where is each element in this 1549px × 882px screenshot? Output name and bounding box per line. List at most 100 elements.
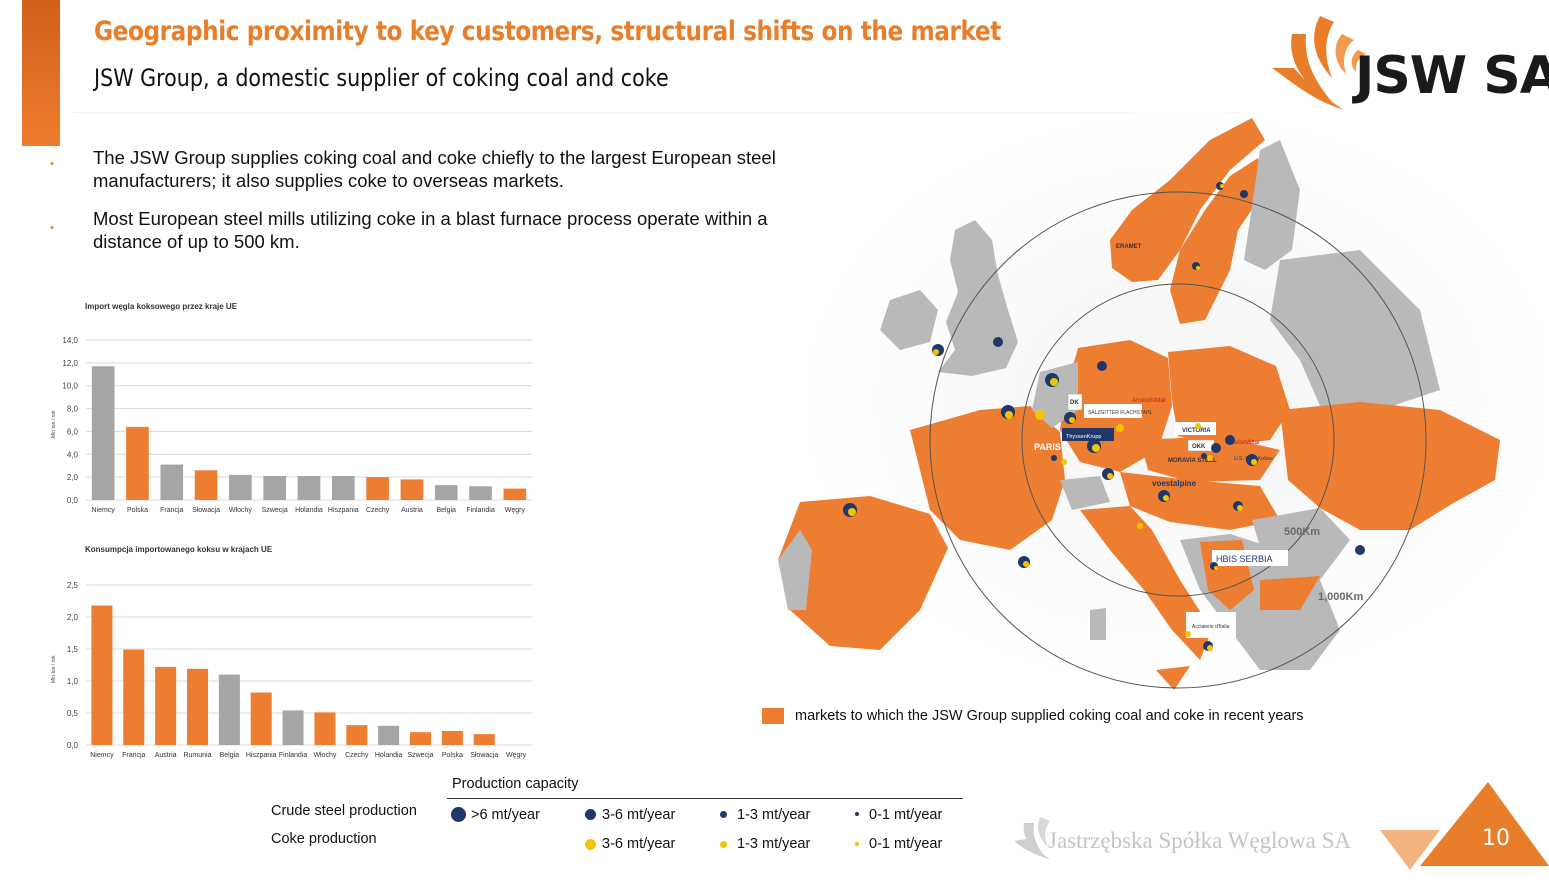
chart2-category-label: Finlandia xyxy=(279,752,308,759)
coke-1-3-marker xyxy=(720,841,727,848)
company-arcelormittal-2: ArcelorMittal xyxy=(1226,440,1259,446)
chart1-category-label: Francja xyxy=(160,507,183,514)
bullet-marker-1: • xyxy=(50,158,54,170)
chart2-category-label: Polska xyxy=(442,752,463,759)
plant-marker xyxy=(1069,417,1075,423)
europe-map: 500Km 1,000Km ERAMET ArcelorMittal SALZG… xyxy=(778,110,1540,690)
chart1-category-label: Czechy xyxy=(366,507,390,514)
chart1-bar xyxy=(91,366,115,500)
map-sardinia xyxy=(1090,608,1106,640)
chart2-bar xyxy=(473,734,495,745)
jsw-logo-icon xyxy=(1272,16,1366,110)
city-paris: PARIS xyxy=(1034,442,1061,452)
production-title: Production capacity xyxy=(452,776,579,792)
radius-1000km-label: 1,000Km xyxy=(1318,591,1363,603)
chart1-category-label: Belgia xyxy=(436,507,456,514)
chart1-ytick-label: 2,0 xyxy=(67,473,79,482)
chart1-title: Import węgla koksowego przez kraje UE xyxy=(85,302,238,311)
company-victoria: VICTORIA xyxy=(1182,428,1211,434)
chart2-category-label: Niemcy xyxy=(90,752,114,759)
chart1-category-label: Austria xyxy=(401,507,423,514)
chart-coke-consumption: 0,0 0,5 1,0 1,5 2,0 2,5 Mln ton / rok Niemcy Fra… xyxy=(51,581,532,759)
chart1-ytick-label: 8,0 xyxy=(67,405,79,414)
steel-gt6-label: >6 mt/year xyxy=(471,807,540,823)
chart-coking-coal-import: 0,0 2,0 4,0 6,0 8,0 10,0 12,0 14,0 Mln ton / rok… xyxy=(51,336,532,514)
chart2-bar xyxy=(346,725,368,745)
company-acciaierie: Acciaierie d'Italia xyxy=(1192,624,1230,630)
footer-logo-icon xyxy=(1014,817,1050,859)
chart1-ytick-label: 14,0 xyxy=(62,336,78,345)
map-norway xyxy=(1110,118,1265,282)
coke-3-6-label: 3-6 mt/year xyxy=(602,836,676,852)
company-okk: OKK xyxy=(1192,444,1206,450)
chart1-category-label: Polska xyxy=(127,507,148,514)
chart1-ytick-label: 6,0 xyxy=(67,427,79,436)
chart1-category-label: Węgry xyxy=(505,507,526,514)
chart1-bar xyxy=(126,426,149,500)
chart2-category-label: Czechy xyxy=(345,752,369,759)
map-ukraine xyxy=(1280,402,1500,530)
page-number-triangle-icon xyxy=(1380,782,1549,870)
plant-marker xyxy=(1023,561,1029,567)
steel-3-6-marker xyxy=(585,809,596,820)
chart2-category-label: Szwecja xyxy=(407,752,433,759)
coke-1-3-label: 1-3 mt/year xyxy=(737,836,811,852)
company-dk: DK xyxy=(1070,400,1079,406)
chart2-category-label: Austria xyxy=(155,752,177,759)
company-hbis-serbia: HBIS SERBIA xyxy=(1216,554,1273,564)
chart2-category-label: Francja xyxy=(122,752,145,759)
chart2-bar xyxy=(91,605,113,745)
plant-marker xyxy=(1092,444,1100,452)
plant-marker xyxy=(1196,266,1200,270)
chart2-ytick-label: 2,5 xyxy=(67,581,79,590)
company-thyssenkrupp: ThyssenKrupp xyxy=(1066,434,1101,440)
bullet-text-1: The JSW Group supplies coking coal and c… xyxy=(93,147,776,191)
plant-marker xyxy=(1097,361,1107,371)
plant-marker xyxy=(1035,410,1045,420)
chart1-bar xyxy=(297,476,321,500)
chart1-ytick-label: 0,0 xyxy=(67,496,79,505)
page-subtitle: JSW Group, a domestic supplier of coking… xyxy=(94,64,669,92)
chart2-category-label: Holandia xyxy=(375,752,403,759)
plant-marker xyxy=(1207,645,1213,651)
chart2-bar xyxy=(378,725,400,745)
company-salzgitter: SALZGITTER FLACHSTAHL xyxy=(1088,410,1153,416)
company-voestalpine: voestalpine xyxy=(1152,479,1197,488)
chart1-ytick-label: 12,0 xyxy=(62,359,78,368)
map-bulgaria xyxy=(1260,576,1320,610)
radius-500km-label: 500Km xyxy=(1284,526,1320,538)
crude-steel-label: Crude steel production xyxy=(271,803,417,819)
bullet-marker-2: • xyxy=(50,222,54,234)
plant-marker xyxy=(1061,459,1067,465)
plant-marker xyxy=(1185,631,1191,637)
steel-0-1-label: 0-1 mt/year xyxy=(869,807,943,823)
plant-marker xyxy=(933,349,939,355)
plant-marker xyxy=(1220,184,1224,188)
chart1-bar xyxy=(160,464,184,500)
chart2-category-label: Rumunia xyxy=(183,752,211,759)
plant-marker xyxy=(1214,566,1218,570)
chart2-category-label: Hiszpania xyxy=(246,752,277,759)
chart2-bar xyxy=(218,674,240,745)
map-iberia xyxy=(778,496,948,650)
chart1-ylabel: Mln ton / rok xyxy=(51,410,57,438)
coke-0-1-marker xyxy=(855,842,859,846)
steel-3-6-label: 3-6 mt/year xyxy=(602,807,676,823)
bullet-text-2: Most European steel mills utilizing coke… xyxy=(93,208,768,252)
coke-0-1-label: 0-1 mt/year xyxy=(869,836,943,852)
company-moravia: MORAVIA STEEL xyxy=(1168,458,1217,464)
footer-brand-text: Jastrzębska Spółka Węglowa SA xyxy=(1048,828,1351,853)
map-poland xyxy=(1168,346,1290,446)
plant-marker xyxy=(1163,495,1169,501)
plant-marker xyxy=(993,337,1003,347)
plant-marker xyxy=(1211,443,1221,453)
chart2-ytick-label: 0,5 xyxy=(67,709,79,718)
chart2-ytick-label: 0,0 xyxy=(67,741,79,750)
steel-gt6-marker xyxy=(451,807,466,822)
chart2-bar xyxy=(155,666,177,745)
chart1-category-label: Niemcy xyxy=(91,507,115,514)
map-sweden xyxy=(1170,158,1265,324)
plant-marker xyxy=(1051,455,1057,461)
production-divider xyxy=(447,798,963,799)
chart2-title: Konsumpcja importowanego koksu w krajach… xyxy=(85,545,273,554)
